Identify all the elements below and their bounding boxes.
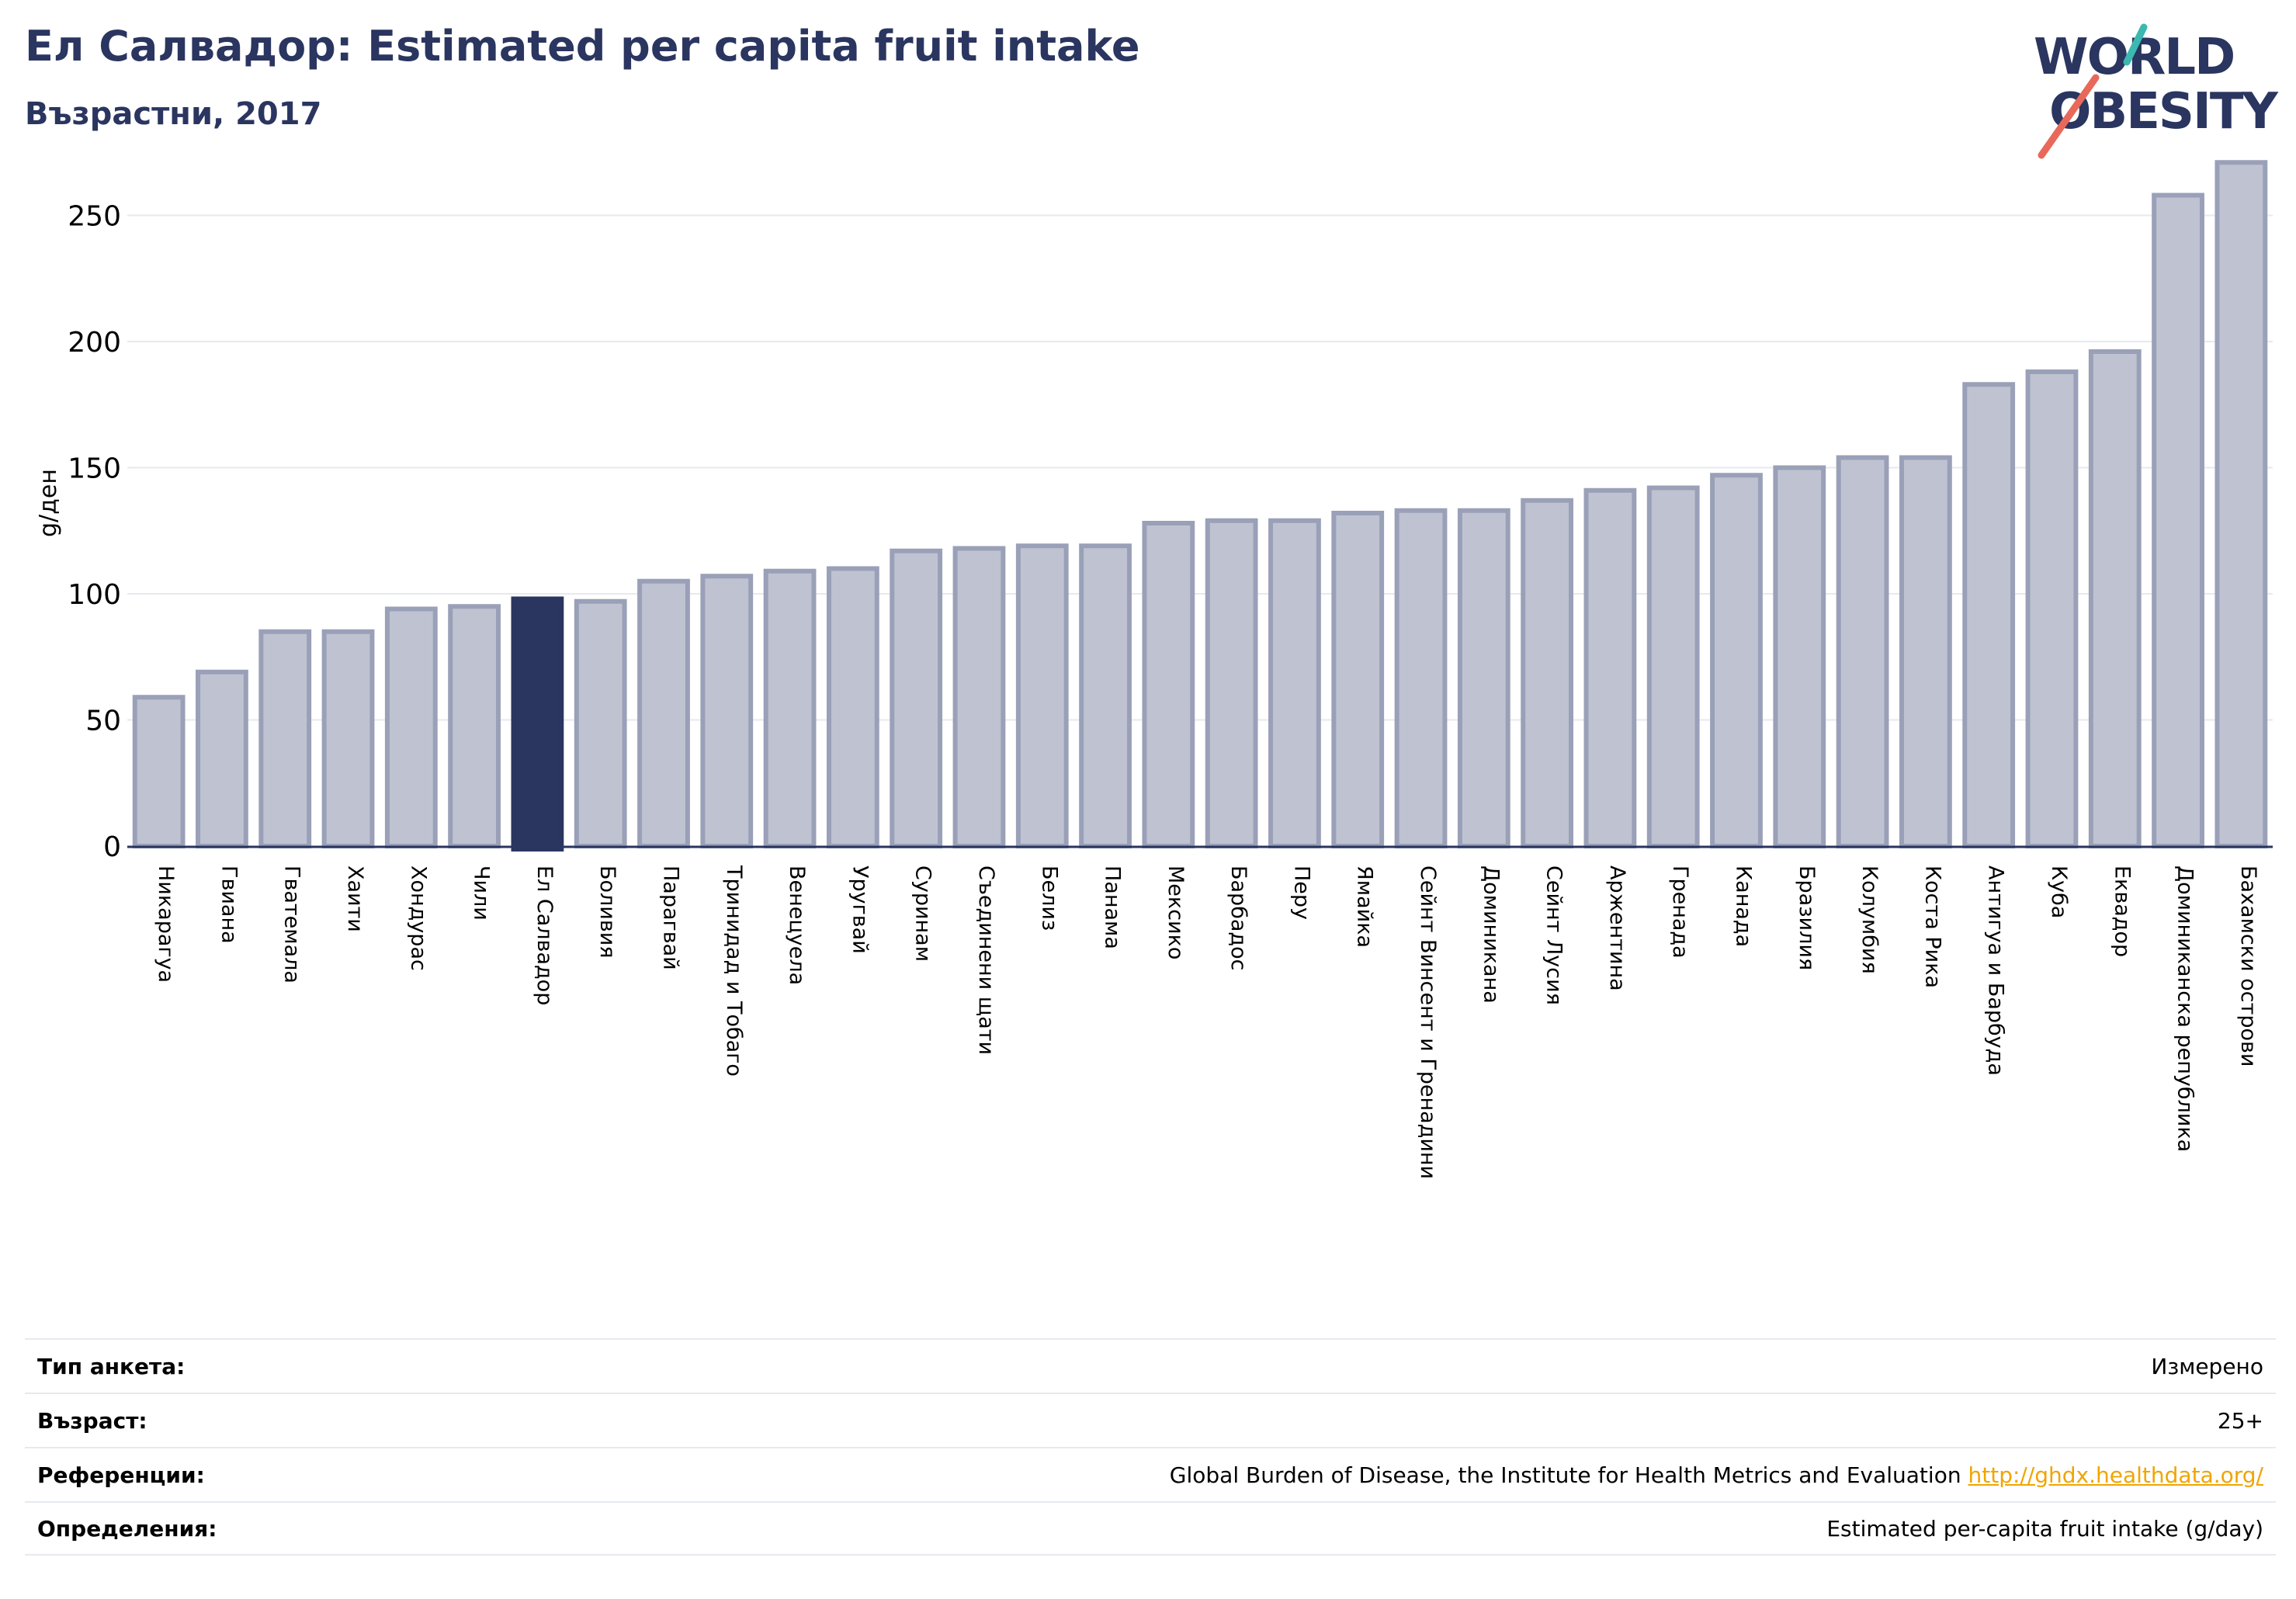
bar-33: [2214, 160, 2268, 848]
x-tick-label: Мексико: [1164, 865, 1188, 959]
x-tick-label: Ел Салвадор: [532, 865, 557, 1005]
y-tick-label: 200: [68, 327, 121, 359]
x-tick-label: Антигуа и Барбуда: [1984, 865, 2008, 1076]
chart-title: Ел Салвадор: Estimated per capita fruit …: [25, 22, 1140, 71]
x-tick-label: Венецуела: [785, 865, 809, 985]
bar-25: [1710, 473, 1763, 848]
info-label: Тип анкета:: [37, 1353, 186, 1379]
bars: [132, 160, 2268, 852]
x-tick-label: Суринам: [911, 865, 935, 962]
world-obesity-logo: WORLD OBESITY: [2034, 23, 2280, 159]
bar-chart: 0 50 100 150 200 250 Никарагуа Гвиана Гватемала…: [35, 160, 2273, 1179]
y-axis-label: g/ден: [35, 469, 62, 537]
bar-5: [448, 604, 501, 848]
x-tick-label: Чили: [470, 865, 494, 921]
x-tick-label: Бахамски острови: [2236, 865, 2260, 1067]
bar-12: [890, 548, 943, 848]
x-tick-label: Парагвай: [659, 865, 683, 970]
reference-link[interactable]: http://ghdx.healthdata.org/: [1968, 1462, 2263, 1488]
bar-17: [1205, 518, 1258, 848]
bar-10: [763, 568, 817, 848]
x-tick-label: Канада: [1732, 865, 1756, 947]
info-label: Определения:: [37, 1515, 217, 1542]
x-tick-label: Сейнт Лусия: [1542, 865, 1566, 1005]
x-tick-label: Уругвай: [848, 865, 872, 954]
info-row-survey-type: Тип анкета: Измерено: [25, 1338, 2276, 1393]
bar-6: [511, 596, 564, 852]
x-tick-label: Перу: [1289, 865, 1313, 920]
bar-4: [384, 606, 438, 848]
bar-3: [321, 629, 375, 848]
y-tick-label: 100: [68, 579, 121, 611]
logo-slash-coral: [2038, 74, 2100, 159]
bar-21: [1457, 508, 1510, 848]
bar-15: [1079, 543, 1132, 848]
info-table: Тип анкета: Измерено Възраст: 25+ Рефере…: [25, 1338, 2276, 1556]
y-tick-label: 250: [68, 201, 121, 233]
x-tick-label: Никарагуа: [154, 865, 178, 983]
x-tick-label: Еквадор: [2110, 865, 2134, 957]
x-tick-label: Гвиана: [217, 865, 241, 944]
bar-30: [2025, 369, 2079, 848]
bar-27: [1836, 455, 1889, 848]
bar-8: [637, 578, 690, 848]
info-value: Estimated per-capita fruit intake (g/day…: [1826, 1515, 2263, 1542]
x-tick-label: Коста Рика: [1920, 865, 1944, 988]
x-tick-label: Барбадос: [1226, 865, 1250, 970]
bar-11: [826, 566, 879, 848]
info-label: Референции:: [37, 1462, 205, 1488]
info-value: 25+: [2217, 1407, 2263, 1434]
info-row-age: Възраст: 25+: [25, 1393, 2276, 1447]
bar-18: [1268, 518, 1321, 848]
info-row-references: Референции: Global Burden of Disease, th…: [25, 1447, 2276, 1501]
bar-14: [1015, 543, 1069, 848]
x-tick-label: Доминиканска република: [2173, 865, 2197, 1152]
x-tick-label: Панама: [1101, 865, 1125, 949]
bar-31: [2088, 349, 2142, 848]
x-tick-label: Гватемала: [280, 865, 304, 983]
chart-subtitle: Възрастни, 2017: [25, 96, 322, 132]
bar-0: [132, 695, 186, 848]
info-value: Измерено: [2151, 1353, 2263, 1379]
bar-13: [952, 546, 1006, 848]
bar-23: [1583, 487, 1637, 848]
bar-29: [1962, 382, 2016, 848]
bar-28: [1899, 455, 1952, 848]
info-value-references: Global Burden of Disease, the Institute …: [1170, 1462, 2263, 1488]
x-tick-label: Доминикана: [1479, 865, 1503, 1004]
bar-2: [258, 629, 312, 848]
reference-text: Global Burden of Disease, the Institute …: [1169, 1462, 1961, 1488]
x-tick-label: Колумбия: [1857, 865, 1882, 974]
bar-26: [1773, 465, 1826, 848]
x-tick-label: Тринидад и Тобаго: [722, 865, 746, 1077]
x-tick-label: Хаити: [343, 865, 367, 932]
x-tick-label: Боливия: [595, 865, 619, 959]
y-tick-label: 0: [103, 831, 121, 863]
x-tick-labels: Никарагуа Гвиана Гватемала Хаити Хондурас Чил…: [154, 865, 2260, 1179]
info-label: Възраст:: [37, 1407, 147, 1434]
x-tick-label: Белиз: [1037, 865, 1061, 931]
x-tick-label: Съединени щати: [974, 865, 998, 1055]
bar-24: [1646, 485, 1700, 848]
bar-22: [1521, 498, 1574, 848]
y-tick-labels: 0 50 100 150 200 250: [68, 201, 121, 864]
bar-9: [700, 574, 754, 848]
x-tick-label: Хондурас: [406, 865, 430, 971]
bar-20: [1394, 508, 1448, 848]
bar-7: [574, 598, 627, 848]
y-tick-label: 150: [68, 453, 121, 485]
info-row-definitions: Определения: Estimated per-capita fruit …: [25, 1501, 2276, 1556]
bar-32: [2152, 193, 2204, 848]
x-tick-label: Бразилия: [1795, 865, 1819, 970]
x-tick-label: Сейнт Винсент и Гренадини: [1416, 865, 1440, 1179]
x-tick-label: Ямайка: [1353, 865, 1377, 948]
y-tick-label: 50: [85, 706, 121, 737]
bar-16: [1142, 521, 1195, 848]
bar-1: [196, 669, 248, 848]
x-tick-label: Гренада: [1668, 865, 1692, 959]
bar-19: [1331, 511, 1385, 848]
x-tick-label: Куба: [2047, 865, 2071, 918]
logo-slash-teal: [2123, 23, 2148, 66]
x-tick-label: Аржентина: [1605, 865, 1629, 991]
